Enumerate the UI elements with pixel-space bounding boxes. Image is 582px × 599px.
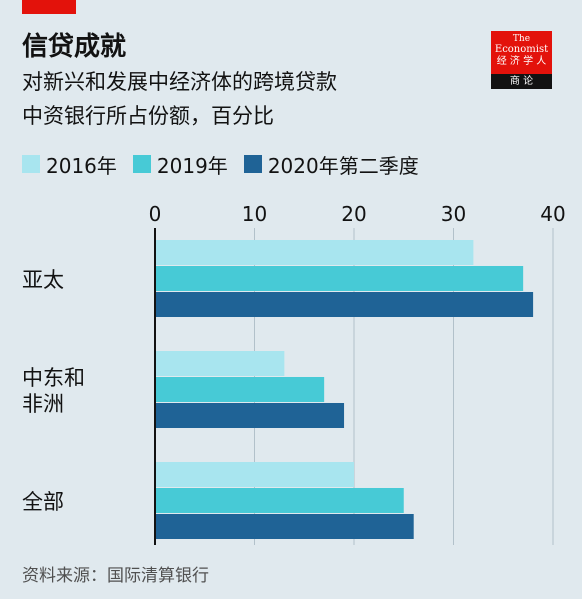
- legend-item-2016: 2016年: [22, 150, 117, 179]
- chart-subtitle-line1: 对新兴和发展中经济体的跨境贷款: [22, 70, 337, 94]
- x-tick-label-20: 20: [341, 202, 366, 226]
- logo-line3: 经 济 学 人: [496, 56, 547, 67]
- economist-logo: The Economist 经 济 学 人 商 论: [491, 31, 552, 89]
- bar-2-2: [155, 514, 414, 539]
- legend-label-2019: 2019年: [156, 153, 228, 178]
- logo-band: 商 论: [491, 74, 552, 89]
- chart-subtitle-line2: 中资银行所占份额，百分比: [22, 104, 274, 128]
- x-tick-label-10: 10: [242, 202, 267, 226]
- category-label-0-0: 亚太: [22, 268, 64, 292]
- bar-1-0: [155, 351, 285, 376]
- legend-item-2020q2: 2020年第二季度: [243, 150, 419, 179]
- chart-title: 信贷成就: [22, 32, 127, 62]
- category-label-1-1: 非洲: [22, 392, 64, 416]
- source-note: 资料来源：国际清算银行: [22, 566, 209, 586]
- bar-1-1: [155, 377, 325, 402]
- x-tick-label-30: 30: [441, 202, 466, 226]
- legend-label-2016: 2016年: [46, 153, 117, 178]
- legend-swatch-2020q2: [243, 155, 262, 173]
- chart-legend: 2016年 2019年 2020年第二季度: [22, 150, 435, 178]
- bar-0-1: [155, 266, 524, 291]
- x-tick-label-0: 0: [149, 202, 162, 226]
- category-label-1-0: 中东和: [22, 366, 85, 390]
- legend-label-2020q2: 2020年第二季度: [267, 153, 419, 178]
- brand-red-bar: [22, 0, 76, 14]
- legend-swatch-2016: [22, 155, 40, 173]
- logo-line2: Economist: [494, 44, 549, 55]
- bar-0-0: [155, 240, 474, 265]
- bar-1-2: [155, 403, 345, 428]
- bar-0-2: [155, 292, 534, 317]
- legend-item-2019: 2019年: [132, 150, 228, 179]
- bar-2-0: [155, 462, 354, 487]
- logo-line1: The: [512, 34, 531, 44]
- bar-2-1: [155, 488, 404, 513]
- x-tick-label-40: 40: [540, 202, 565, 226]
- legend-swatch-2019: [132, 155, 151, 173]
- category-label-2-0: 全部: [22, 490, 64, 514]
